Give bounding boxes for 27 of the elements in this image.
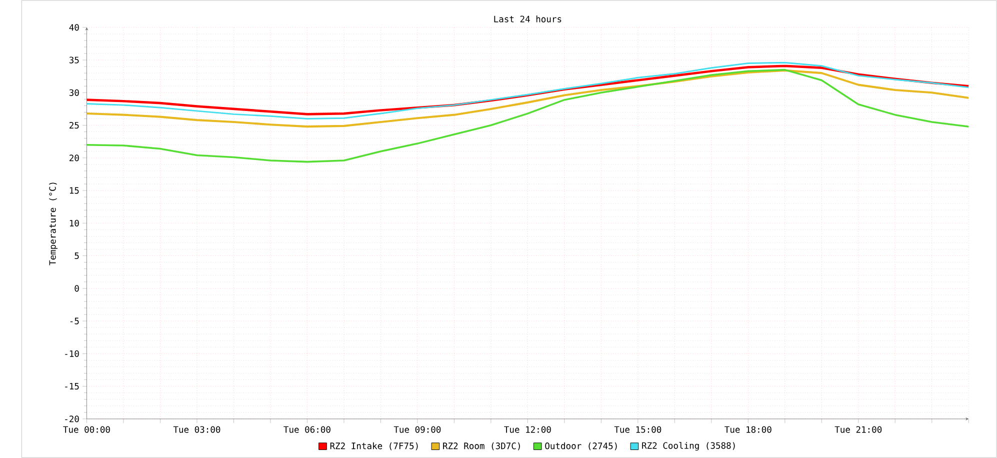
y-tick-label: -15 <box>65 382 79 390</box>
legend-label: Outdoor (2745) <box>545 442 617 450</box>
y-tick-label: 25 <box>70 122 79 129</box>
y-tick-label: 30 <box>69 89 79 96</box>
x-tick-label: Tue 09:00 <box>394 426 441 433</box>
x-tick-label: Tue 03:00 <box>173 426 220 433</box>
x-tick-label: Tue 00:00 <box>63 426 110 433</box>
y-tick-label: 35 <box>69 56 79 64</box>
x-tick-label: Tue 06:00 <box>284 426 330 433</box>
y-tick-label: -20 <box>65 416 79 422</box>
x-tick-label: Tue 21:00 <box>834 426 882 433</box>
legend-label: RZ2 Room (3D7C) <box>443 442 520 450</box>
y-tick-label: 15 <box>70 187 79 194</box>
y-tick-label: 40 <box>69 24 79 31</box>
x-tick-label: Tue 15:00 <box>614 426 662 433</box>
y-axis-title: Temperature (°C) <box>49 182 58 266</box>
y-tick-label: 5 <box>74 252 79 260</box>
y-tick-label: -10 <box>65 350 79 357</box>
legend-label: RZ2 Intake (7F75) <box>330 442 418 450</box>
y-tick-label: 20 <box>70 154 79 162</box>
legend-label: RZ2 Cooling (3588) <box>642 442 735 451</box>
y-tick-label: 10 <box>70 220 79 226</box>
x-tick-label: Tue 18:00 <box>724 426 772 433</box>
chart-title: Last 24 hours <box>494 16 562 22</box>
y-tick-label: 0 <box>74 285 79 292</box>
x-tick-label: Tue 12:00 <box>504 426 551 433</box>
y-tick-label: -5 <box>70 318 79 324</box>
